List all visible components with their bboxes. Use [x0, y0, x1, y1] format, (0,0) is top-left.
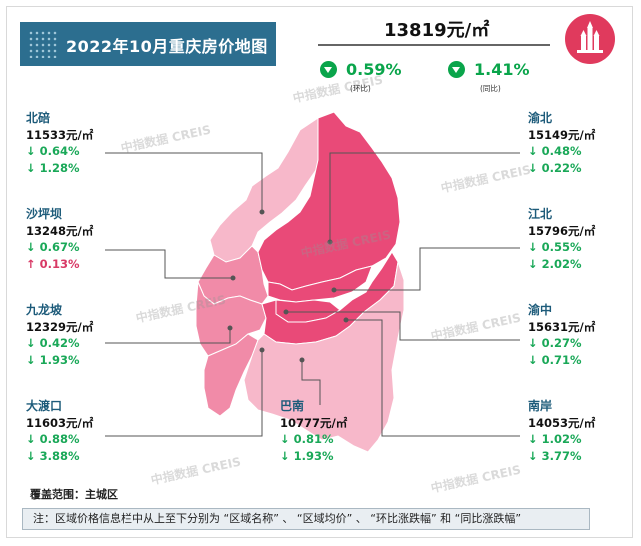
district-price: 12329元/㎡: [26, 319, 94, 334]
leader-jiangbei: [334, 247, 520, 291]
summary-yoy-note: (同比): [480, 84, 501, 93]
district-mom: ↓ 0.55%: [528, 240, 582, 254]
district-price: 14053元/㎡: [528, 415, 596, 430]
district-mom: ↓ 0.88%: [26, 432, 80, 446]
district-yoy: ↑ 0.13%: [26, 256, 80, 271]
region-dadukou[interactable]: [203, 333, 259, 417]
district-name: 北碚: [26, 111, 51, 125]
summary-price: 13819元/㎡: [384, 20, 490, 41]
district-mom: ↓ 1.02%: [528, 432, 582, 446]
district-name: 九龙坡: [26, 303, 63, 317]
district-yuzhong: 渝中 15631元/㎡ ↓ 0.27% ↓ 0.71%: [528, 302, 595, 368]
dots-icon: [28, 30, 58, 58]
district-name: 大渡口: [26, 399, 63, 413]
district-yoy: ↓ 2.02%: [528, 256, 582, 271]
district-yoy: ↓ 1.93%: [280, 448, 334, 463]
district-yubei: 渝北 15149元/㎡ ↓ 0.48% ↓ 0.22%: [528, 110, 595, 176]
title-banner: 2022年10月重庆房价地图: [20, 22, 276, 66]
page-title: 2022年10月重庆房价地图: [66, 37, 268, 56]
district-price: 13248元/㎡: [26, 223, 94, 238]
district-mom: ↓ 0.81%: [280, 432, 334, 446]
leader-nanan: [346, 319, 520, 437]
leader-banan: [301, 360, 321, 405]
district-banan: 巴南 10777元/㎡ ↓ 0.81% ↓ 1.93%: [280, 398, 347, 464]
district-price: 11603元/㎡: [26, 415, 94, 430]
city-logo-icon: [565, 14, 615, 64]
summary-mom-value: 0.59%: [346, 59, 402, 79]
district-yoy: ↓ 0.71%: [528, 352, 582, 367]
district-price: 10777元/㎡: [280, 415, 348, 430]
leader-yubei: [329, 152, 520, 242]
district-name: 沙坪坝: [26, 207, 63, 221]
district-dadukou: 大渡口 11603元/㎡ ↓ 0.88% ↓ 3.88%: [26, 398, 93, 464]
summary-yoy-value: 1.41%: [474, 59, 530, 79]
district-name: 渝中: [528, 303, 553, 317]
leader-dadukou: [105, 350, 263, 437]
district-price: 11533元/㎡: [26, 127, 94, 142]
district-price: 15796元/㎡: [528, 223, 596, 238]
district-yoy: ↓ 1.28%: [26, 160, 80, 175]
leader-shapingba: [105, 249, 233, 279]
district-mom: ↓ 0.27%: [528, 336, 582, 350]
summary-mom: 0.59%: [320, 58, 402, 80]
district-mom: ↓ 0.64%: [26, 144, 80, 158]
district-price: 15631元/㎡: [528, 319, 596, 334]
note-box: 注：区域价格信息栏中从上至下分别为 “区域名称” 、 “区域均价” 、 “环比涨…: [22, 508, 590, 530]
district-mom: ↓ 0.67%: [26, 240, 80, 254]
region-jiulongpo[interactable]: [195, 281, 267, 357]
district-nanan: 南岸 14053元/㎡ ↓ 1.02% ↓ 3.77%: [528, 398, 595, 464]
district-yoy: ↓ 0.22%: [528, 160, 582, 175]
district-name: 巴南: [280, 399, 305, 413]
district-name: 南岸: [528, 399, 553, 413]
district-mom: ↓ 0.48%: [528, 144, 582, 158]
leader-jiulongpo: [105, 328, 231, 344]
down-arrow-icon: [320, 60, 337, 78]
summary-mom-note: (环比): [350, 84, 371, 93]
district-name: 渝北: [528, 111, 553, 125]
summary-divider: [318, 44, 550, 46]
down-arrow-icon: [448, 60, 465, 78]
map-frame: [6, 6, 633, 538]
district-price: 15149元/㎡: [528, 127, 596, 142]
district-yoy: ↓ 3.77%: [528, 448, 582, 463]
district-mom: ↓ 0.42%: [26, 336, 80, 350]
district-yoy: ↓ 1.93%: [26, 352, 80, 367]
leader-beibei: [105, 152, 263, 212]
summary-yoy: 1.41%: [448, 58, 530, 80]
coverage-text: 覆盖范围：主城区: [30, 488, 118, 501]
district-name: 江北: [528, 207, 553, 221]
leader-yuzhong: [286, 311, 520, 341]
district-beibei: 北碚 11533元/㎡ ↓ 0.64% ↓ 1.28%: [26, 110, 93, 176]
district-yoy: ↓ 3.88%: [26, 448, 80, 463]
district-jiangbei: 江北 15796元/㎡ ↓ 0.55% ↓ 2.02%: [528, 206, 595, 272]
district-jiulongpo: 九龙坡 12329元/㎡ ↓ 0.42% ↓ 1.93%: [26, 302, 93, 368]
district-shapingba: 沙坪坝 13248元/㎡ ↓ 0.67% ↑ 0.13%: [26, 206, 93, 272]
region-banan[interactable]: [243, 261, 405, 453]
